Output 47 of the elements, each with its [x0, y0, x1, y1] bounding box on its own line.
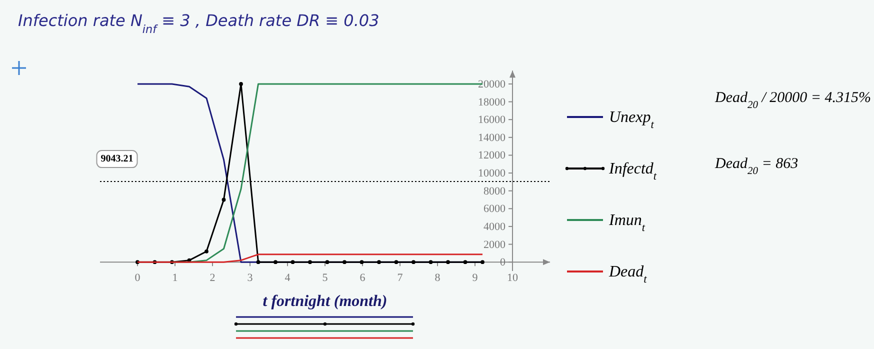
point: [290, 260, 295, 264]
ref-line-label: 9043.21: [100, 154, 134, 165]
x-tick-label: 5: [322, 272, 328, 284]
y-tick-label: 4000: [484, 220, 506, 233]
point: [394, 260, 398, 264]
x-tick-label: 0: [134, 272, 141, 284]
text: Dead$_{20}$ = 863: [714, 156, 798, 176]
point: [463, 260, 468, 264]
point: [428, 260, 433, 264]
legend-label: Infectd$_{t}$: [608, 160, 658, 182]
y-tick-label: 16000: [478, 114, 506, 126]
point: [480, 260, 484, 264]
y-tick-label: 14000: [478, 132, 506, 144]
x-axis-title: t fortnight (month): [262, 293, 388, 310]
point: [446, 260, 450, 264]
x-tick-label: 4: [284, 272, 291, 284]
point: [377, 260, 381, 264]
x-tick-label: 3: [247, 272, 254, 284]
point: [360, 260, 364, 264]
point: [274, 260, 278, 264]
point: [204, 249, 208, 254]
point: [239, 82, 243, 86]
x-tick-label: 1: [172, 272, 178, 284]
x-tick-label: 10: [507, 272, 518, 284]
legend-label: Unexp$_{t}$: [609, 109, 655, 131]
y-tick-label: 18000: [478, 96, 506, 108]
point: [342, 260, 346, 264]
y-tick-label: 12000: [478, 150, 506, 162]
text: Dead$_{20}$ / 20000 = 4.315%: [714, 90, 872, 110]
y-tick-label: 2000: [484, 238, 506, 251]
chart-title: Infection rate N$_{inf}$ ≡ 3 , Death rate DR ≡ 0.03: [18, 11, 380, 36]
y-tick-label: 20000: [478, 78, 506, 90]
x-tick-label: 7: [397, 272, 404, 284]
point: [222, 198, 226, 202]
y-tick-label: 6000: [484, 203, 506, 216]
point: [308, 260, 312, 264]
point: [256, 260, 260, 264]
x-tick-label: 2: [210, 272, 216, 284]
x-tick-label: 6: [360, 272, 366, 284]
y-tick-label: 8000: [484, 185, 506, 198]
x-tick-label: 8: [434, 272, 441, 284]
y-tick-label: 10000: [478, 168, 506, 180]
point: [412, 260, 416, 264]
legend-label: Imun$_{t}$: [608, 212, 646, 234]
point: [325, 260, 330, 264]
legend-label: Dead$_{t}$: [608, 264, 648, 286]
x-tick-label: 9: [472, 272, 478, 284]
